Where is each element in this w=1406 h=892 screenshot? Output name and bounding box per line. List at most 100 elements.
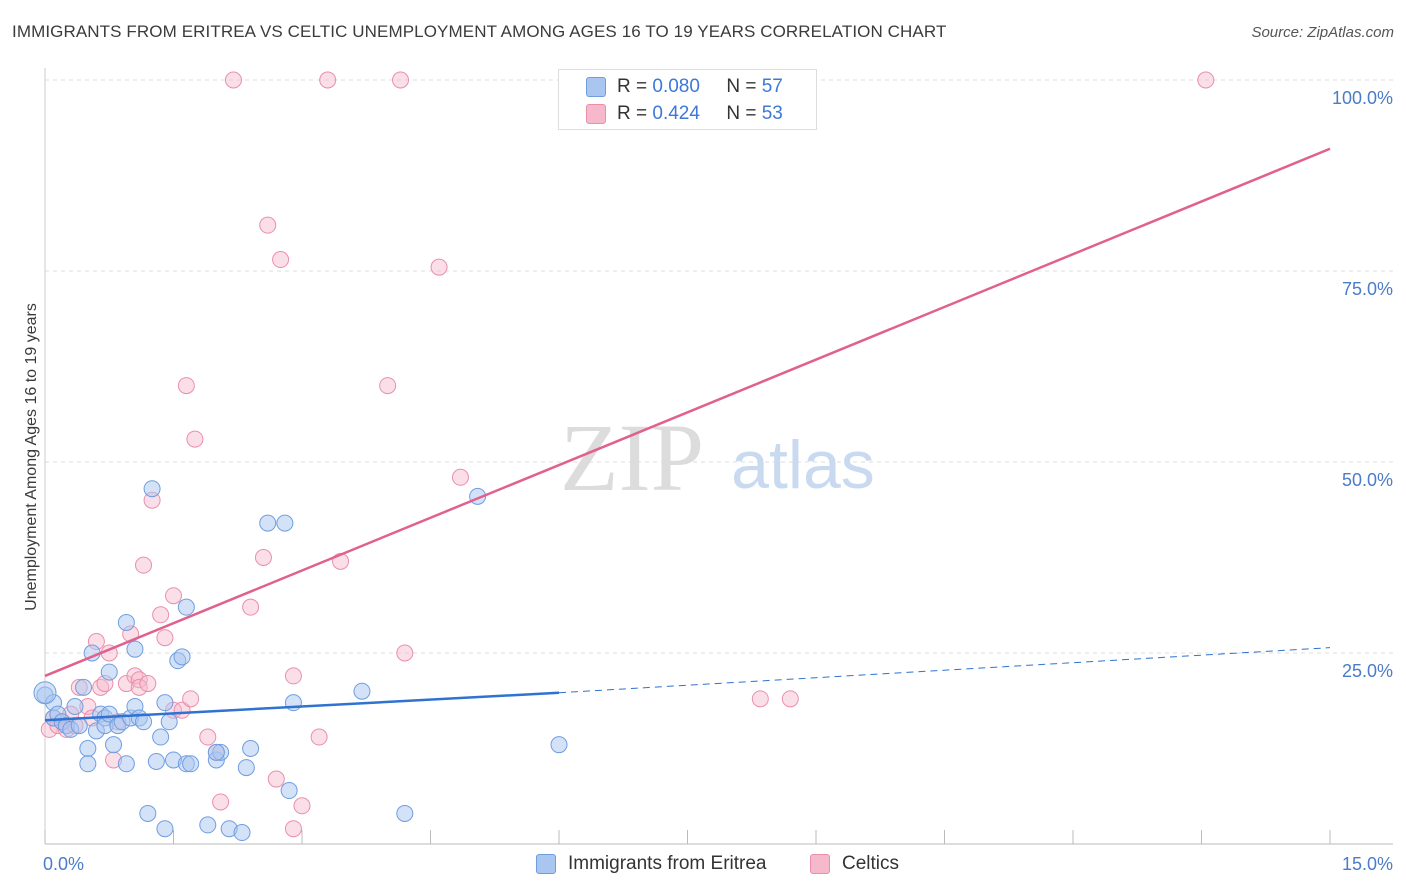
y-tick-label: 25.0% — [1342, 661, 1393, 681]
eritrea-trend-extension — [558, 647, 1331, 694]
eritrea-point — [75, 678, 93, 696]
eritrea-point — [160, 713, 178, 731]
source-label: Source: ZipAtlas.com — [1251, 24, 1394, 41]
chart-title: IMMIGRANTS FROM ERITREA VS CELTIC UNEMPL… — [12, 22, 947, 41]
celtics-point — [130, 678, 148, 696]
celtics-point — [165, 587, 182, 605]
legend-n-value: 57 — [761, 76, 783, 97]
celtics-point — [379, 377, 397, 395]
y-tick-label: 50.0% — [1342, 470, 1393, 490]
legend-swatch-blue — [586, 77, 606, 97]
celtics-point — [396, 644, 414, 662]
eritrea-point — [276, 514, 294, 532]
legend: R = 0.080 N = 57 R = 0.424 N = 53 — [558, 69, 817, 130]
eritrea-point — [66, 697, 84, 715]
eritrea-points — [33, 480, 568, 842]
eritrea-point — [152, 728, 170, 746]
eritrea-point — [156, 820, 174, 838]
eritrea-point — [147, 752, 165, 770]
celtics-point — [267, 770, 285, 788]
watermark-atlas: atlas — [731, 427, 875, 503]
legend-text-eritrea: R = 0.080 N = 57 — [617, 76, 783, 98]
celtics-point — [451, 468, 469, 486]
eritrea-point — [353, 682, 371, 700]
legend-r-value: 0.080 — [652, 76, 700, 97]
bottom-legend-swatch-blue — [536, 854, 556, 874]
celtics-point — [259, 216, 277, 234]
bottom-legend-label-eritrea: Immigrants from Eritrea — [568, 853, 767, 874]
axes — [44, 68, 1393, 845]
legend-r-value: 0.424 — [652, 103, 700, 124]
x-tick-label: 0.0% — [43, 854, 84, 874]
eritrea-point — [259, 514, 277, 532]
eritrea-point — [156, 694, 174, 712]
celtics-point — [182, 690, 200, 708]
legend-text-celtics: R = 0.424 N = 53 — [617, 103, 783, 125]
eritrea-point — [199, 816, 217, 834]
eritrea-point — [70, 717, 88, 735]
eritrea-point — [173, 648, 191, 666]
legend-n-label: N = — [726, 76, 757, 97]
legend-r-label: R = — [617, 76, 648, 97]
legend-n-value: 53 — [761, 103, 783, 124]
celtics-point — [751, 690, 769, 708]
eritrea-point — [126, 640, 144, 658]
eritrea-point — [79, 755, 97, 773]
eritrea-point — [207, 743, 225, 761]
y-axis-label: Unemployment Among Ages 16 to 19 years — [23, 303, 40, 611]
trend-lines — [44, 147, 1331, 722]
celtics-point — [272, 251, 290, 269]
eritrea-point — [79, 740, 97, 757]
celtics-point — [139, 675, 157, 693]
celtics-point — [212, 793, 230, 811]
watermark: ZIP atlas — [560, 404, 875, 511]
celtics-point — [392, 71, 410, 89]
eritrea-point — [242, 740, 260, 757]
celtics-point — [177, 377, 195, 395]
eritrea-point — [117, 613, 135, 631]
eritrea-point — [143, 480, 161, 498]
eritrea-point — [280, 782, 298, 800]
celtics-trend-line — [44, 147, 1331, 678]
celtics-point — [284, 820, 302, 838]
celtics-point — [186, 430, 204, 448]
legend-n-label: N = — [726, 103, 757, 124]
eritrea-point — [100, 663, 118, 681]
tick-labels: 25.0% 50.0% 75.0% 100.0% 0.0% 15.0% — [43, 88, 1393, 874]
eritrea-point — [177, 598, 195, 616]
celtics-point — [152, 606, 170, 624]
grid-lines — [45, 79, 1393, 654]
celtics-point — [284, 667, 302, 685]
eritrea-point — [105, 736, 123, 754]
celtics-point — [293, 797, 311, 815]
eritrea-point — [182, 755, 200, 773]
celtics-point — [781, 690, 799, 708]
eritrea-point — [550, 736, 568, 754]
legend-r-label: R = — [617, 103, 648, 124]
celtics-point — [254, 549, 272, 566]
eritrea-point — [117, 755, 135, 773]
celtics-point — [1197, 71, 1215, 89]
bottom-legend-celtics: Celtics — [810, 852, 899, 876]
eritrea-trend-line — [44, 691, 560, 722]
y-tick-label: 100.0% — [1332, 88, 1393, 108]
eritrea-point — [396, 804, 414, 822]
celtics-point — [242, 598, 260, 616]
eritrea-point — [33, 681, 57, 705]
x-tick-label: 15.0% — [1342, 854, 1393, 874]
celtics-point — [224, 71, 242, 89]
celtics-point — [310, 728, 328, 746]
legend-swatch-pink — [586, 104, 606, 124]
bottom-legend-label-celtics: Celtics — [842, 853, 900, 874]
celtics-point — [199, 728, 217, 746]
bottom-legend-swatch-pink — [810, 854, 830, 874]
eritrea-point — [237, 759, 255, 777]
celtics-point — [319, 71, 337, 89]
eritrea-point — [233, 824, 251, 842]
bottom-legend-eritrea: Immigrants from Eritrea — [536, 852, 766, 876]
y-tick-label: 75.0% — [1342, 279, 1393, 299]
watermark-zip: ZIP — [560, 404, 704, 511]
eritrea-point — [139, 804, 157, 822]
celtics-point — [156, 629, 174, 647]
